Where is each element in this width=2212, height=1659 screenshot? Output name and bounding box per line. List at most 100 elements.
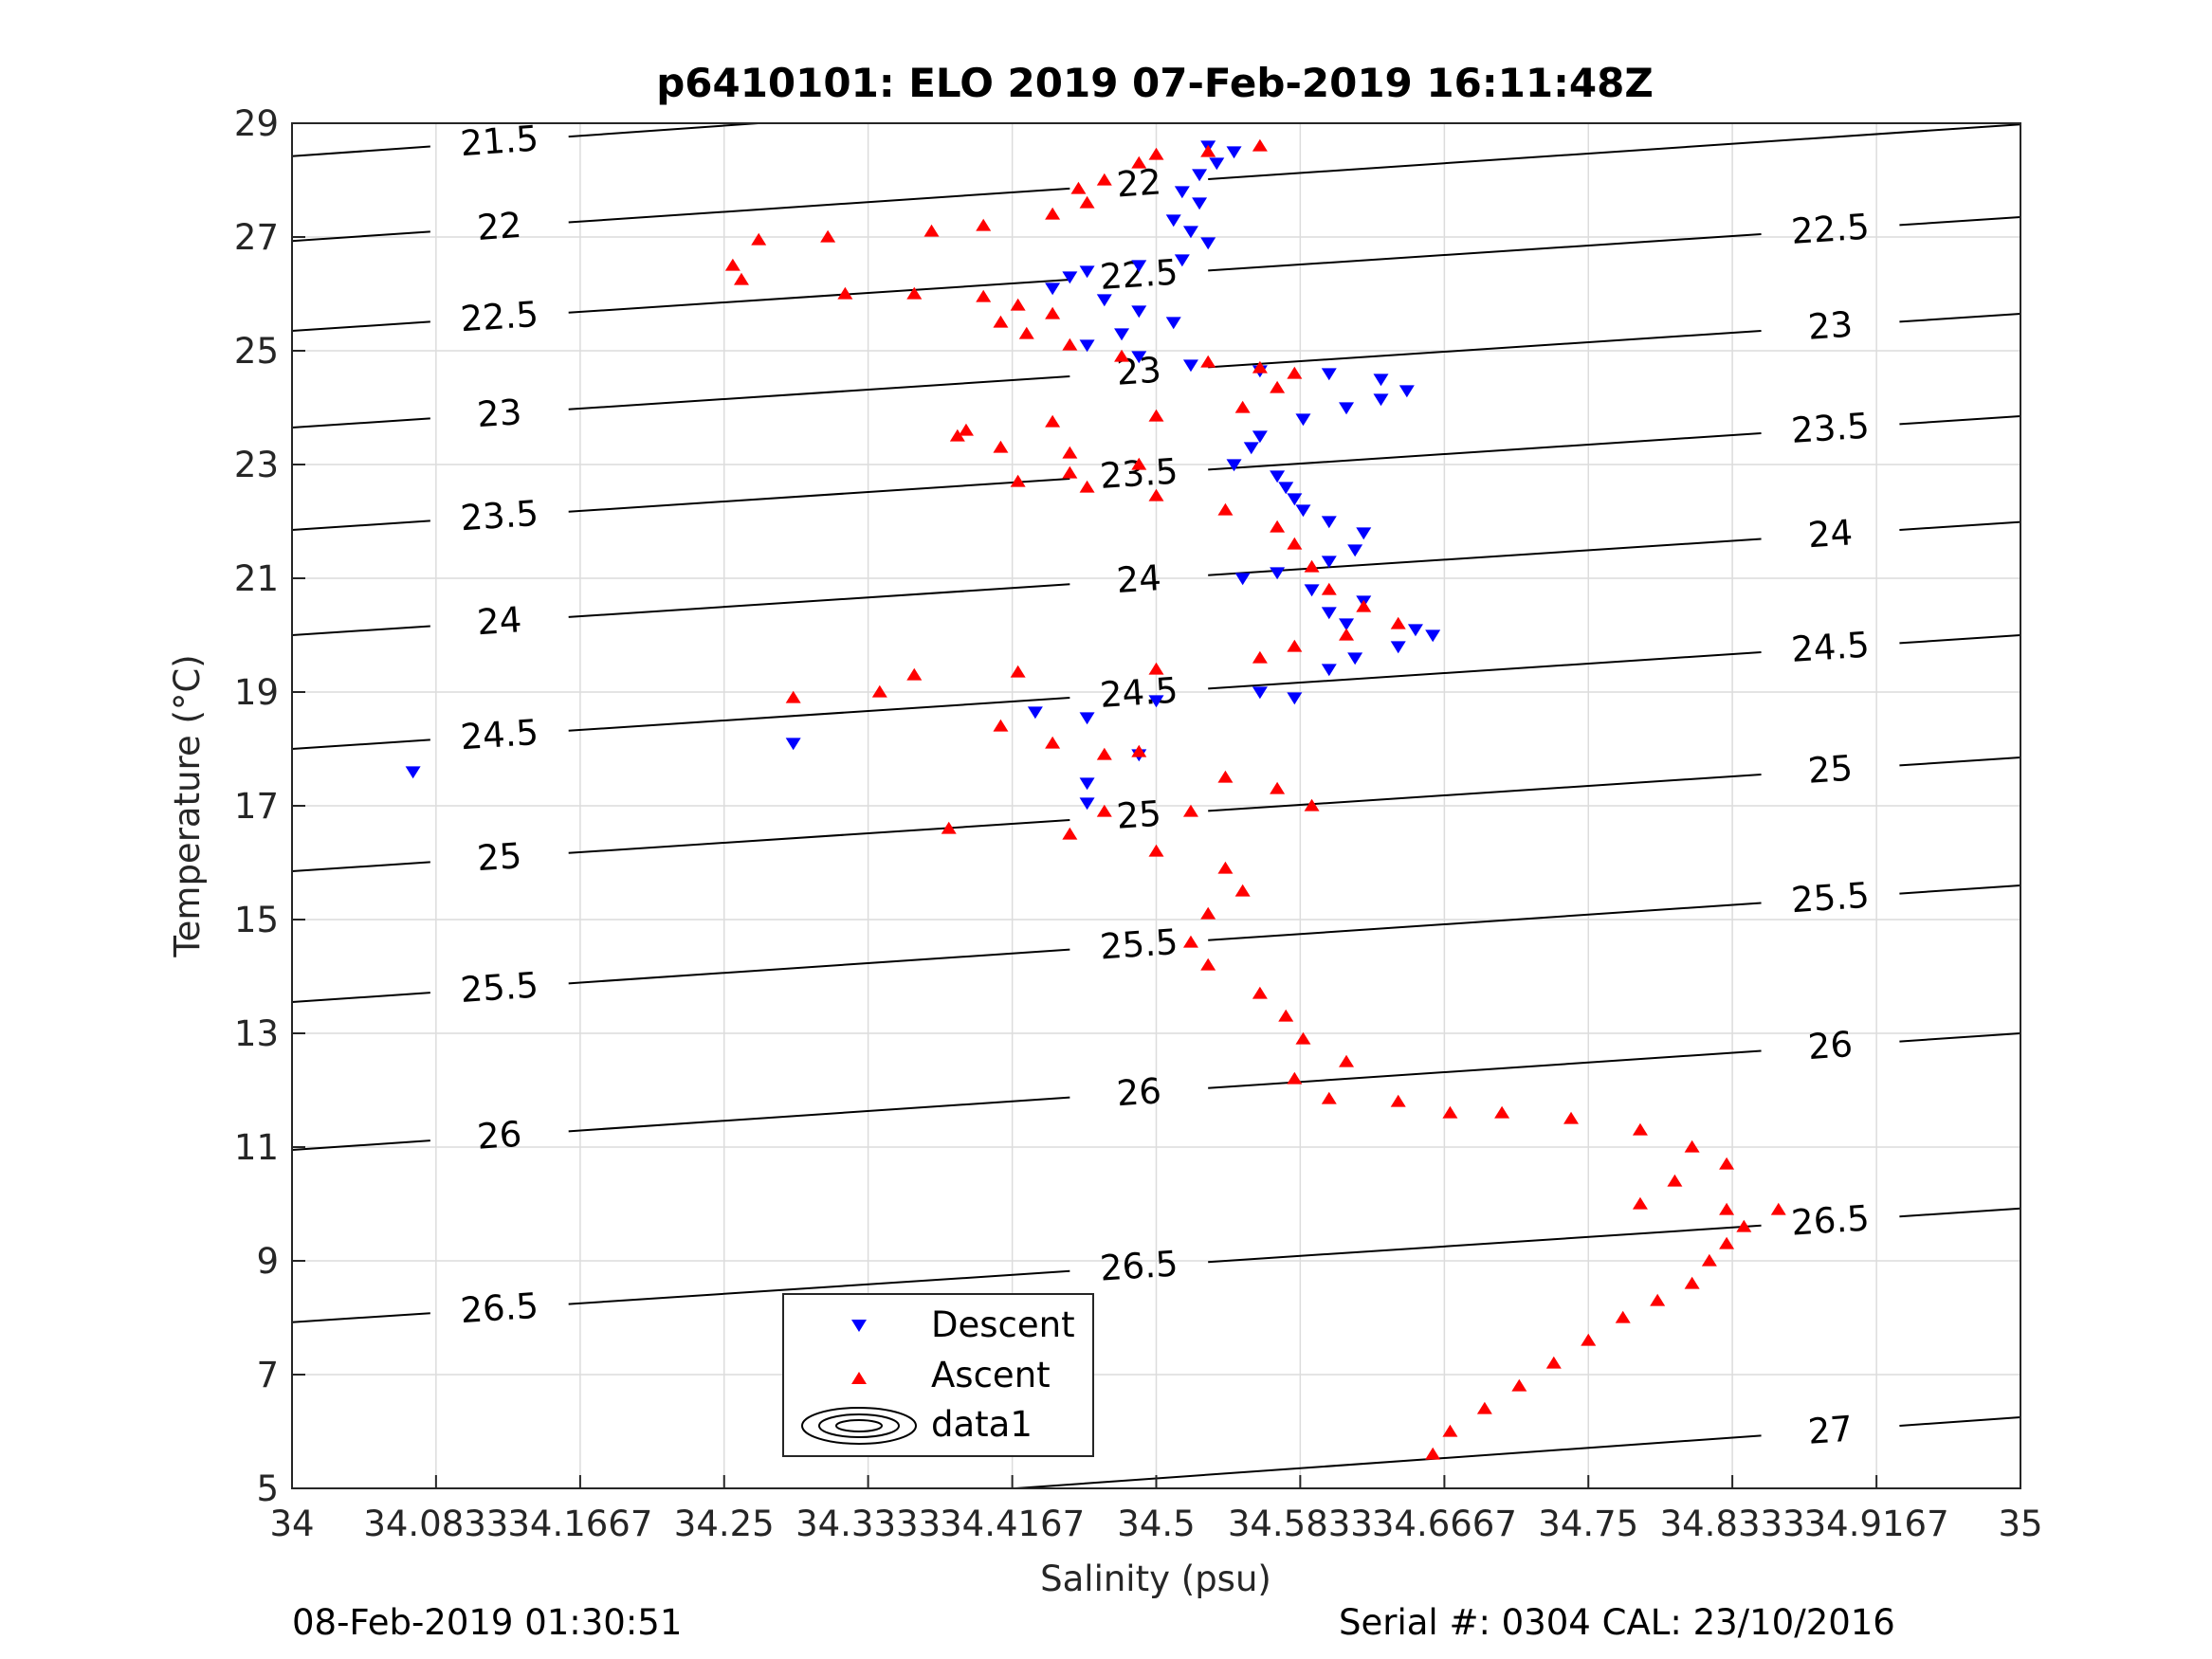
ascent-point — [941, 821, 957, 834]
ascent-point — [1494, 1105, 1510, 1119]
ascent-point — [958, 423, 974, 436]
ascent-point — [1148, 488, 1164, 501]
descent-point — [1200, 237, 1216, 250]
descent-point — [1321, 368, 1337, 381]
descent-point — [1114, 328, 1130, 341]
ascent-point — [1719, 1202, 1735, 1215]
isopycnal-label: 23.5 — [459, 493, 539, 538]
descent-point — [1347, 652, 1363, 665]
descent-point — [1234, 573, 1251, 586]
x-tick-label: 34.75 — [1538, 1504, 1638, 1544]
ascent-point — [1062, 337, 1078, 351]
isopycnal-label: 26.5 — [1099, 1243, 1179, 1288]
ascent-point — [1182, 804, 1198, 817]
isopycnal-21.5: 21.5 — [291, 118, 759, 164]
ascent-point — [1148, 147, 1164, 160]
isopycnal-segment — [1899, 216, 2021, 227]
descent-point — [405, 766, 421, 779]
y-tick-label: 23 — [234, 445, 279, 485]
descent-point — [1321, 516, 1337, 529]
y-tick-label: 9 — [256, 1241, 279, 1282]
descent-point — [1148, 695, 1164, 708]
ascent-point — [1200, 957, 1216, 971]
ascent-point — [1045, 414, 1061, 428]
ascent-series — [724, 138, 1786, 1460]
isopycnal-segment — [1899, 415, 2021, 426]
descent-point — [1079, 339, 1095, 353]
descent-point — [1079, 777, 1095, 791]
ascent-point — [1252, 650, 1268, 664]
descent-point — [1390, 641, 1406, 654]
descent-point — [1287, 692, 1303, 705]
ascent-point — [1234, 884, 1251, 897]
descent-point — [1027, 706, 1043, 720]
ascent-point — [871, 684, 887, 698]
isopycnal-segment — [1208, 432, 1762, 471]
ascent-point — [1719, 1236, 1735, 1249]
descent-point — [1079, 797, 1095, 811]
y-tick-label: 25 — [234, 331, 279, 372]
ascent-point — [1010, 665, 1026, 678]
isopycnal-segment — [568, 948, 1070, 985]
descent-point — [1226, 459, 1242, 472]
ascent-point — [1045, 306, 1061, 319]
isopycnal-segment — [1899, 757, 2021, 767]
ascent-point — [1148, 662, 1164, 675]
descent-point — [1079, 712, 1095, 725]
ascent-point — [1270, 781, 1286, 794]
descent-point — [1174, 186, 1190, 199]
isopycnal-segment — [291, 145, 430, 157]
descent-point — [1321, 556, 1337, 569]
ascent-point — [1062, 446, 1078, 459]
isopycnal-segment — [1899, 1416, 2021, 1428]
ascent-point — [751, 232, 767, 246]
ascent-point — [1719, 1157, 1735, 1170]
ascent-point — [949, 428, 965, 442]
ascent-point — [1442, 1105, 1458, 1119]
descent-point — [1398, 385, 1415, 398]
descent-point — [1356, 527, 1372, 540]
y-tick-label: 21 — [234, 558, 279, 599]
descent-point — [1131, 305, 1147, 319]
ascent-point — [993, 719, 1009, 732]
ascent-point — [1217, 861, 1234, 874]
isopycnal-segment — [568, 187, 1070, 224]
ascent-point — [1736, 1219, 1752, 1232]
legend-descent-label: Descent — [931, 1304, 1075, 1345]
ascent-point — [837, 286, 853, 300]
ascent-point — [1278, 1009, 1294, 1022]
isopycnal-contours: 21.5222222.522.522.523232323.523.523.524… — [291, 118, 2021, 1489]
descent-point — [1131, 351, 1147, 364]
y-tick-label: 13 — [234, 1013, 279, 1054]
ascent-point — [785, 690, 801, 703]
isopycnal-segment — [1208, 330, 1762, 369]
ascent-point — [1079, 480, 1095, 493]
y-axis-ticks: 5 7 9 11 13 15 17 19 21 23 25 27 29 — [234, 103, 305, 1509]
y-axis-label: Temperature (°C) — [167, 654, 208, 957]
isopycnal-segment — [568, 583, 1070, 618]
ascent-point — [1476, 1401, 1492, 1414]
isopycnal-22.5: 22.5 22.5 22.5 — [291, 207, 2021, 339]
ascent-point — [1650, 1293, 1666, 1306]
y-tick-label: 5 — [256, 1468, 279, 1509]
isopycnal-label: 23.5 — [1099, 451, 1179, 497]
x-tick-label: 34.4167 — [940, 1504, 1085, 1544]
ascent-point — [1425, 1447, 1441, 1460]
y-tick-label: 11 — [234, 1127, 279, 1168]
legend-ascent-label: Ascent — [931, 1355, 1051, 1395]
descent-point — [1287, 493, 1303, 506]
descent-point — [1062, 271, 1078, 284]
isopycnal-label: 25 — [1807, 748, 1855, 792]
isopycnal-label: 22 — [1115, 161, 1162, 205]
isopycnal-label: 24.5 — [1099, 670, 1179, 716]
ascent-point — [993, 315, 1009, 328]
descent-point — [1252, 430, 1268, 444]
y-tick-label: 19 — [234, 672, 279, 713]
descent-point — [1174, 254, 1190, 267]
isopycnal-segment — [291, 320, 430, 332]
ascent-point — [1287, 537, 1303, 550]
descent-point — [1270, 567, 1286, 580]
ascent-point — [1062, 465, 1078, 479]
ascent-point — [1287, 639, 1303, 652]
ascent-point — [1096, 747, 1112, 760]
